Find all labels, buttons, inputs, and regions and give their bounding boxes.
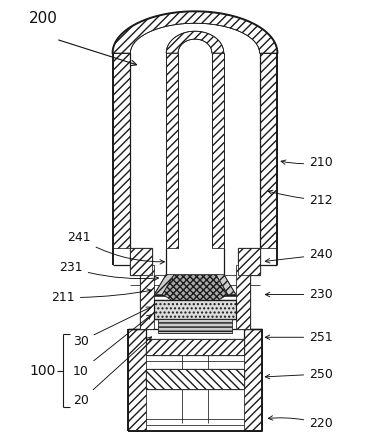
Text: 100: 100 [29, 364, 56, 378]
Text: 30: 30 [73, 307, 151, 348]
Text: 200: 200 [29, 11, 58, 26]
Polygon shape [244, 329, 262, 431]
Polygon shape [154, 275, 174, 295]
Polygon shape [238, 248, 260, 275]
Polygon shape [166, 53, 178, 248]
Polygon shape [260, 53, 277, 248]
Text: 231: 231 [59, 261, 158, 280]
Text: 251: 251 [265, 331, 333, 344]
Polygon shape [131, 248, 152, 275]
Text: 211: 211 [51, 289, 152, 304]
Polygon shape [154, 299, 236, 319]
Text: 210: 210 [281, 156, 333, 169]
Polygon shape [113, 53, 131, 248]
Polygon shape [113, 12, 277, 53]
Polygon shape [216, 275, 236, 295]
Polygon shape [129, 329, 146, 431]
Polygon shape [146, 339, 244, 355]
Polygon shape [236, 265, 249, 329]
Text: 10: 10 [73, 315, 151, 377]
Text: 212: 212 [268, 190, 333, 206]
Text: 20: 20 [73, 337, 151, 408]
Polygon shape [166, 31, 224, 53]
Polygon shape [146, 369, 244, 389]
Text: 230: 230 [265, 288, 333, 301]
Polygon shape [158, 319, 232, 333]
Text: 250: 250 [265, 368, 333, 381]
Text: 220: 220 [268, 416, 333, 430]
Polygon shape [140, 265, 154, 329]
Text: 241: 241 [67, 231, 164, 264]
Text: 240: 240 [265, 248, 333, 263]
Polygon shape [162, 275, 228, 310]
Polygon shape [212, 53, 224, 248]
